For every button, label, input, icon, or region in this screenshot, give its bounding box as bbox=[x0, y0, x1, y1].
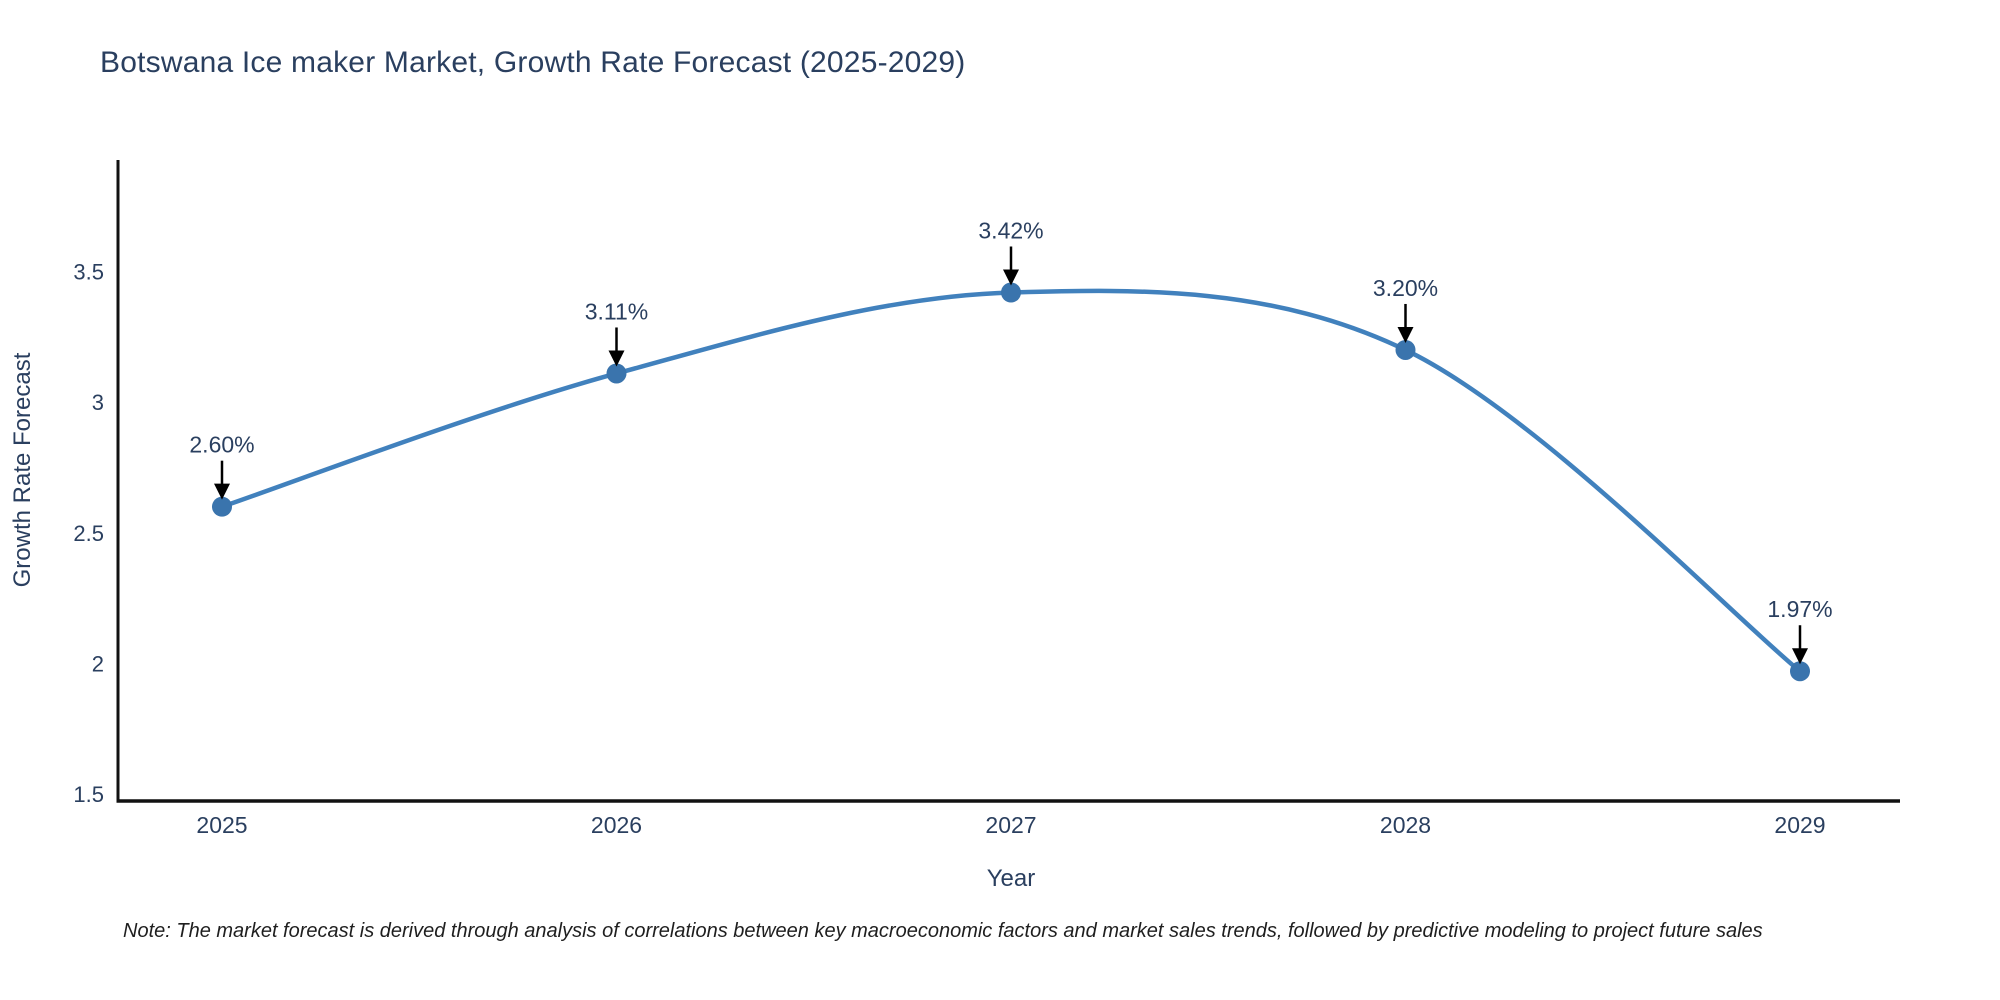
annotation-arrowhead bbox=[1003, 269, 1019, 286]
data-point-marker bbox=[1001, 282, 1021, 303]
annotation-arrowhead bbox=[608, 350, 625, 367]
data-point-marker bbox=[212, 496, 232, 517]
y-tick-label: 2 bbox=[92, 651, 104, 676]
data-label: 3.11% bbox=[585, 298, 649, 324]
chart-title: Botswana Ice maker Market, Growth Rate F… bbox=[100, 46, 966, 79]
x-tick-label: 2026 bbox=[591, 812, 642, 838]
data-label: 3.20% bbox=[1373, 275, 1438, 301]
y-tick-label: 3 bbox=[92, 390, 104, 415]
x-tick-label: 2025 bbox=[196, 812, 247, 838]
data-label: 3.42% bbox=[978, 217, 1043, 243]
y-axis-title: Growth Rate Forecast bbox=[9, 352, 36, 587]
data-label: 2.60% bbox=[189, 432, 254, 458]
data-point-marker bbox=[1395, 339, 1416, 360]
y-tick-label: 2.5 bbox=[73, 521, 104, 546]
x-axis-title: Year bbox=[987, 865, 1036, 892]
footnote: Note: The market forecast is derived thr… bbox=[123, 920, 1763, 942]
x-tick-label: 2027 bbox=[985, 812, 1036, 838]
annotation-arrowhead bbox=[214, 483, 230, 500]
data-label: 1.97% bbox=[1767, 596, 1832, 622]
data-point-marker bbox=[606, 363, 627, 384]
x-tick-label: 2028 bbox=[1380, 812, 1431, 838]
series-line bbox=[219, 288, 1803, 674]
annotation-arrowhead bbox=[1397, 326, 1414, 343]
data-point-marker bbox=[1790, 661, 1810, 682]
annotation-arrowhead bbox=[1792, 648, 1808, 665]
x-tick-label: 2029 bbox=[1774, 812, 1825, 838]
y-tick-label: 1.5 bbox=[73, 782, 104, 807]
y-tick-label: 3.5 bbox=[73, 260, 104, 285]
